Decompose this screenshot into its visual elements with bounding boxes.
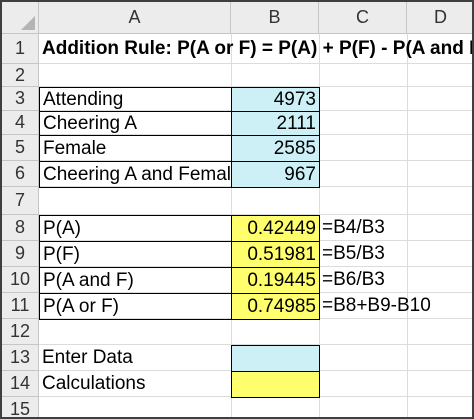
cell-a3[interactable]: Attending <box>39 87 232 112</box>
row-header-6[interactable]: 6 <box>2 161 39 187</box>
gridline <box>39 86 472 87</box>
row-header-7[interactable]: 7 <box>2 187 39 215</box>
cell-b8[interactable]: 0.42449 <box>231 215 320 242</box>
enter-data-swatch[interactable] <box>231 345 320 372</box>
row-header-10[interactable]: 10 <box>2 267 39 293</box>
cell-b3[interactable]: 4973 <box>231 87 320 112</box>
cell-c8[interactable]: =B4/B3 <box>322 217 385 238</box>
cell-a5[interactable]: Female <box>39 135 232 162</box>
row-header-3[interactable]: 3 <box>2 87 39 111</box>
cell-b6[interactable]: 967 <box>231 161 320 188</box>
cell-a14[interactable]: Calculations <box>42 373 146 394</box>
column-header-c[interactable]: C <box>319 2 407 34</box>
row-header-14[interactable]: 14 <box>2 371 39 397</box>
cell-a4[interactable]: Cheering A <box>39 111 232 136</box>
cell-b9[interactable]: 0.51981 <box>231 241 320 268</box>
cell-a11[interactable]: P(A or F) <box>39 293 232 320</box>
gridline <box>407 34 408 417</box>
row-header-12[interactable]: 12 <box>2 319 39 345</box>
gridline <box>39 344 472 345</box>
cell-a6[interactable]: Cheering A and Female <box>39 161 232 188</box>
cell-b5[interactable]: 2585 <box>231 135 320 162</box>
column-header-b[interactable]: B <box>231 2 319 34</box>
cell-a9[interactable]: P(F) <box>39 241 232 268</box>
row-header-11[interactable]: 11 <box>2 293 39 319</box>
gridline <box>39 214 472 215</box>
row-header-9[interactable]: 9 <box>2 241 39 267</box>
cell-a13[interactable]: Enter Data <box>42 347 133 368</box>
cell-b10[interactable]: 0.19445 <box>231 267 320 294</box>
row-header-15[interactable]: 15 <box>2 397 39 417</box>
cell-a8[interactable]: P(A) <box>39 215 232 242</box>
calculations-swatch[interactable] <box>231 371 320 398</box>
cell-a10[interactable]: P(A and F) <box>39 267 232 294</box>
cell-b4[interactable]: 2111 <box>231 111 320 136</box>
column-header-d[interactable]: D <box>407 2 472 34</box>
row-header-5[interactable]: 5 <box>2 135 39 161</box>
gridline <box>39 63 472 64</box>
row-header-8[interactable]: 8 <box>2 215 39 241</box>
row-header-4[interactable]: 4 <box>2 111 39 135</box>
row-header-2[interactable]: 2 <box>2 64 39 87</box>
cell-c11[interactable]: =B8+B9-B10 <box>322 295 431 316</box>
cell-c9[interactable]: =B5/B3 <box>322 243 385 264</box>
row-header-1[interactable]: 1 <box>2 34 39 64</box>
select-all-triangle-icon <box>21 16 35 30</box>
title-cell[interactable]: Addition Rule: P(A or F) = P(A) + P(F) -… <box>42 38 474 59</box>
row-header-13[interactable]: 13 <box>2 345 39 371</box>
select-all-corner[interactable] <box>2 2 39 34</box>
cell-c10[interactable]: =B6/B3 <box>322 269 385 290</box>
column-header-a[interactable]: A <box>39 2 231 34</box>
cell-b11[interactable]: 0.74985 <box>231 293 320 320</box>
